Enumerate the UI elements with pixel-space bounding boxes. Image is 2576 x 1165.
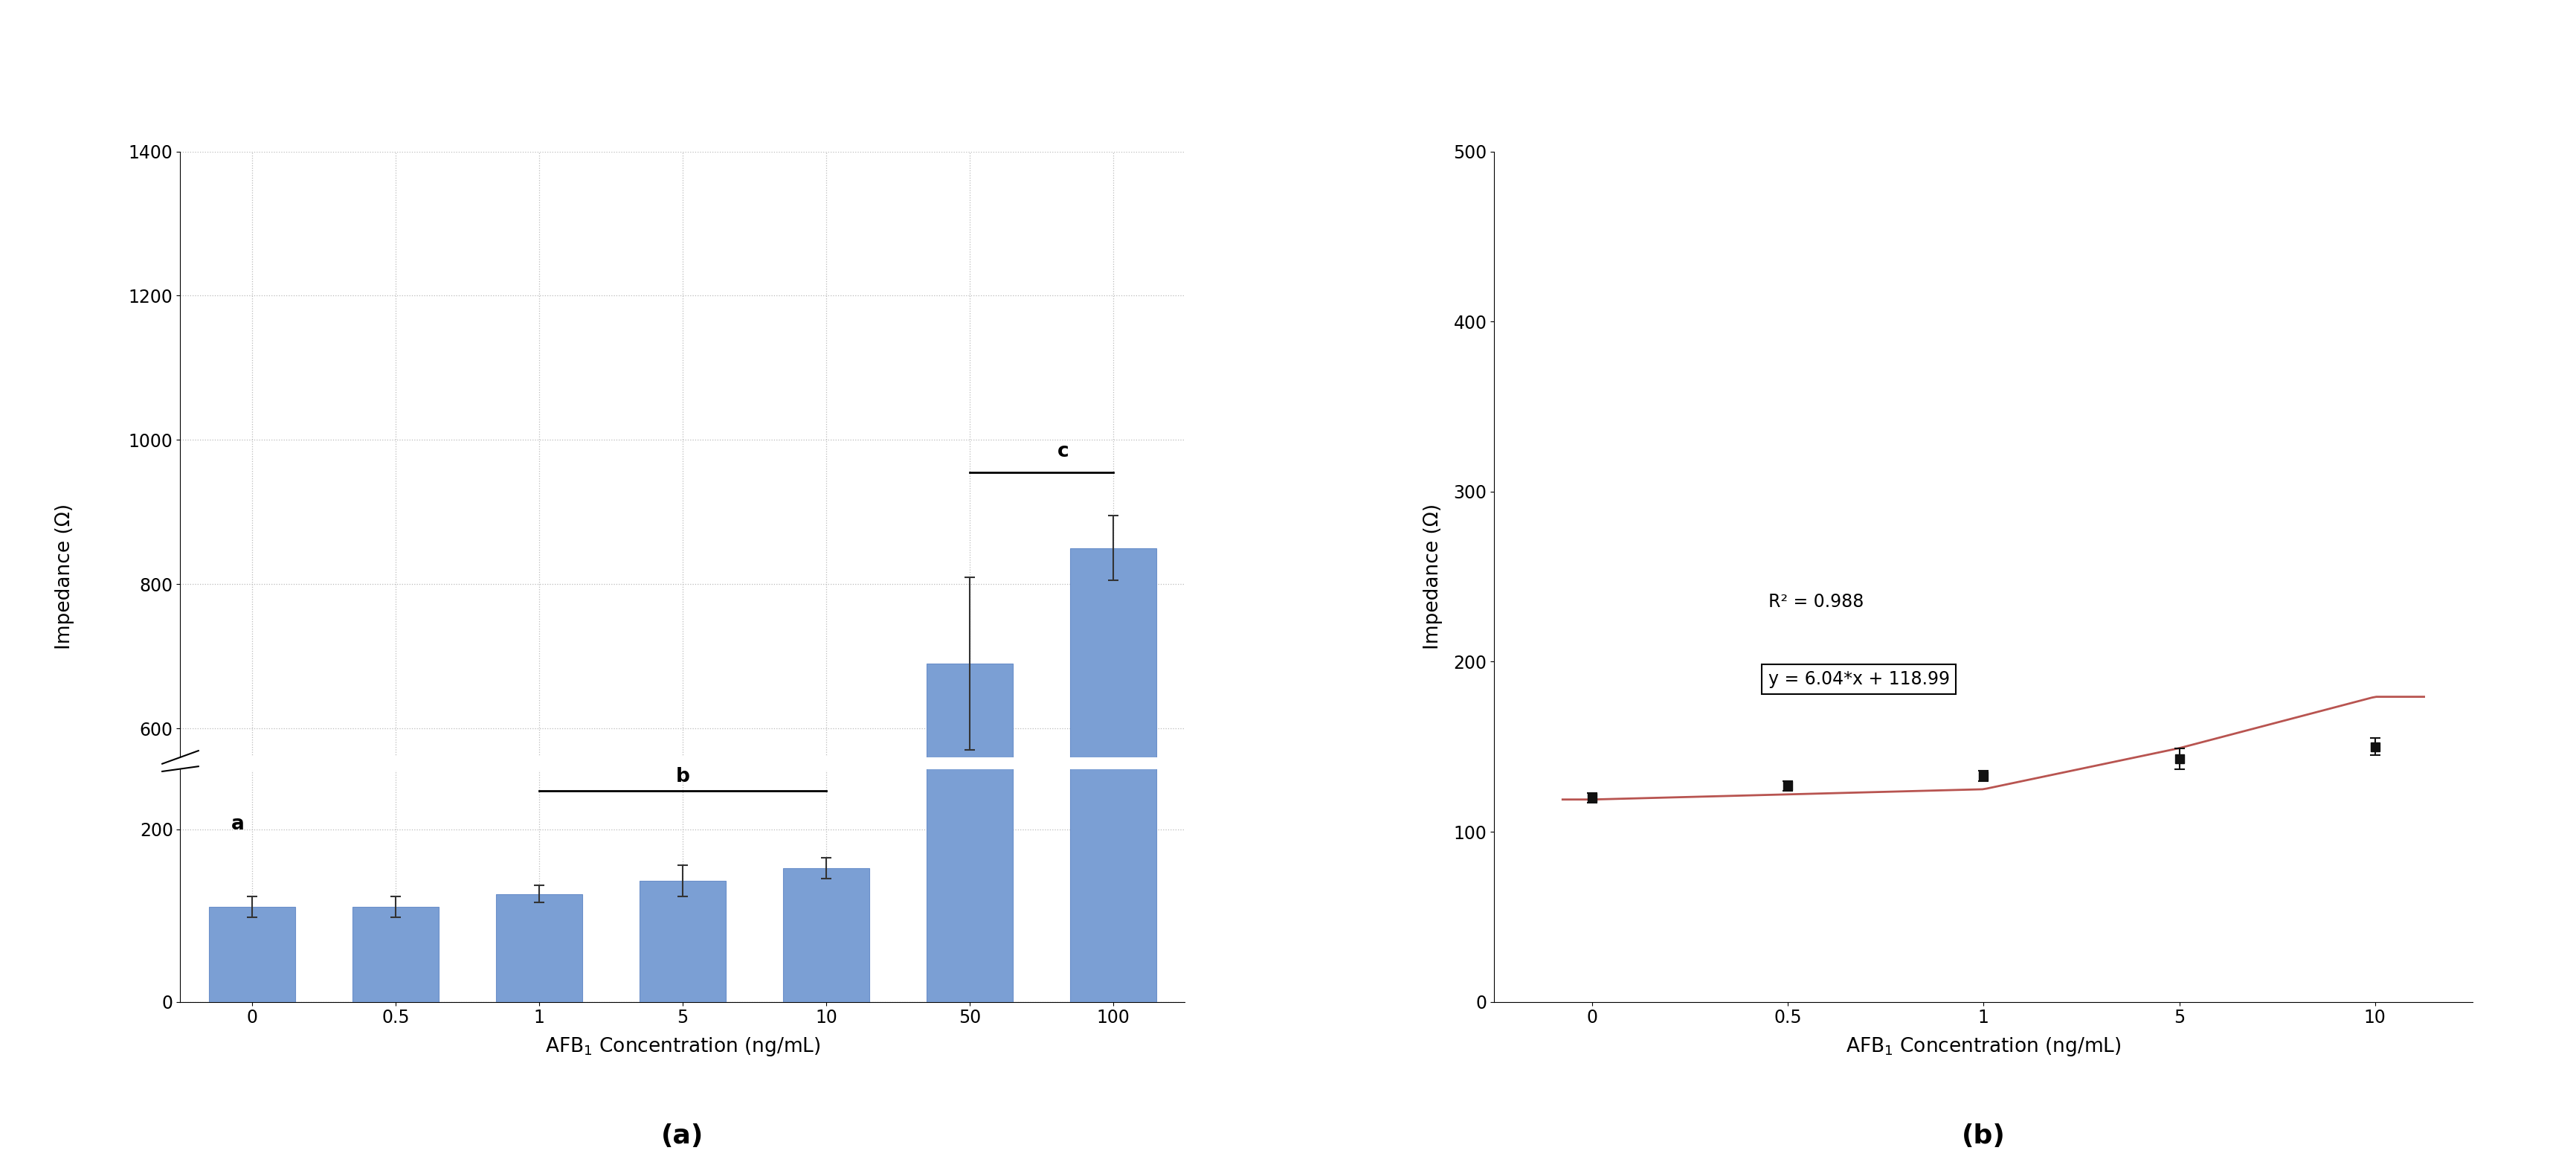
- Text: c: c: [1056, 443, 1069, 461]
- Bar: [927, 664, 1012, 1162]
- Bar: [1069, 548, 1157, 1162]
- Bar: [783, 1050, 868, 1162]
- Bar: [497, 1071, 582, 1162]
- Bar: [209, 1082, 296, 1162]
- Bar: [783, 868, 868, 1002]
- Bar: [1069, 268, 1157, 1002]
- Bar: [639, 881, 726, 1002]
- Text: y = 6.04*x + 118.99: y = 6.04*x + 118.99: [1767, 670, 1950, 689]
- Text: a: a: [232, 814, 245, 834]
- Text: R² = 0.988: R² = 0.988: [1767, 593, 1862, 610]
- Text: b: b: [675, 767, 690, 786]
- Bar: [209, 908, 296, 1002]
- X-axis label: AFB$_1$ Concentration (ng/mL): AFB$_1$ Concentration (ng/mL): [1847, 1036, 2120, 1058]
- Text: (b): (b): [1963, 1123, 2004, 1149]
- Bar: [639, 1060, 726, 1162]
- Text: Impedance (Ω): Impedance (Ω): [54, 503, 75, 650]
- Bar: [353, 1082, 438, 1162]
- Bar: [353, 908, 438, 1002]
- Bar: [927, 407, 1012, 1002]
- X-axis label: AFB$_1$ Concentration (ng/mL): AFB$_1$ Concentration (ng/mL): [546, 1036, 819, 1058]
- Bar: [497, 894, 582, 1002]
- Y-axis label: Impedance (Ω): Impedance (Ω): [1425, 503, 1443, 650]
- Text: (a): (a): [662, 1123, 703, 1149]
